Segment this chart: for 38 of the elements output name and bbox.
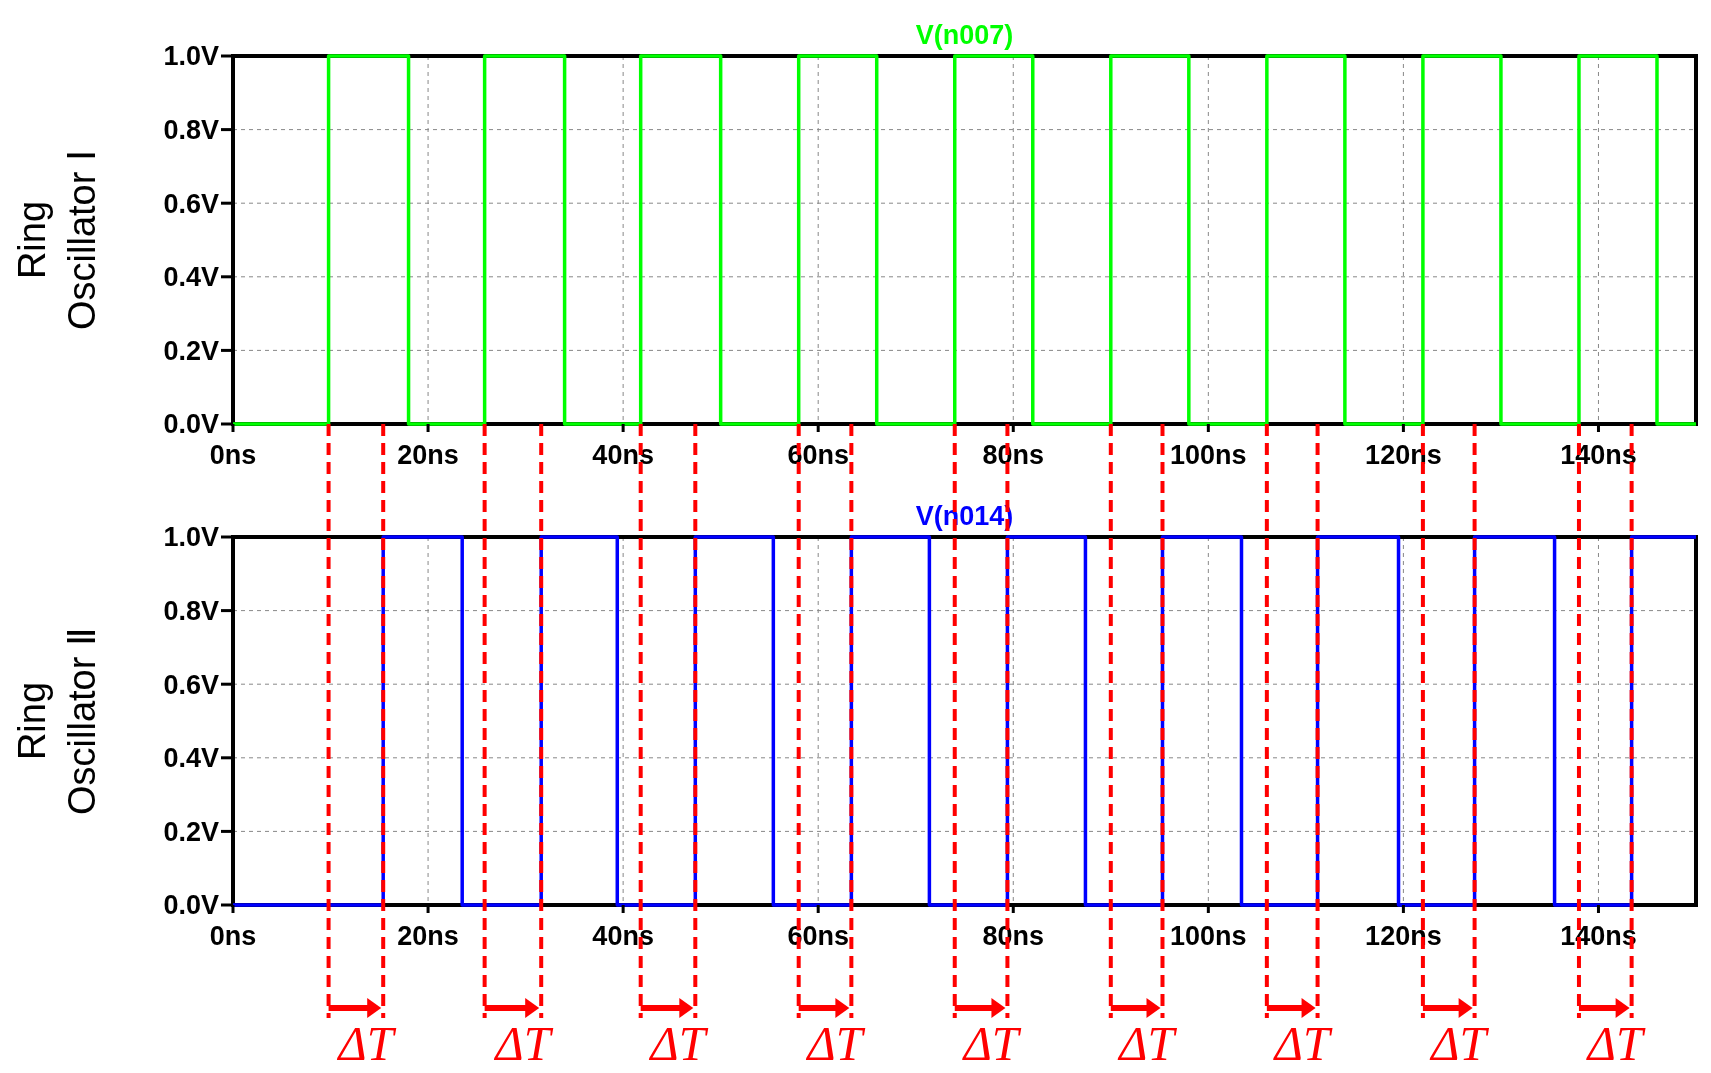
- y-tick-label: 1.0V: [163, 41, 219, 72]
- text: ΔT: [1117, 1017, 1178, 1070]
- y-tick-label: 0.8V: [163, 596, 219, 627]
- x-tick-label: 80ns: [982, 440, 1045, 470]
- x-tick-label: 40ns: [592, 921, 654, 951]
- x-tick-label: 0ns: [209, 921, 257, 951]
- x-tick-label: 100ns: [1170, 440, 1247, 470]
- y-tick-label: 0.8V: [163, 115, 219, 146]
- y-axis-title: Ring Oscillator Ⅰ: [11, 150, 103, 330]
- x-tick-label: 0ns: [209, 440, 257, 470]
- x-tick-label: 120ns: [1365, 921, 1442, 951]
- x-tick-label: 140ns: [1560, 440, 1637, 470]
- text: ΔT: [961, 1017, 1022, 1070]
- text: ΔT: [805, 1017, 866, 1070]
- x-tick-label: 20ns: [397, 440, 459, 470]
- text: ΔT: [648, 1017, 709, 1070]
- text: ΔT: [493, 1017, 554, 1070]
- x-tick-label: 40ns: [592, 440, 654, 470]
- x-tick-label: 140ns: [1560, 921, 1637, 951]
- y-tick-label: 0.0V: [163, 409, 219, 440]
- y-tick-label: 0.4V: [163, 262, 219, 293]
- y-tick-label: 0.2V: [163, 816, 219, 847]
- x-tick-label: 100ns: [1170, 921, 1247, 951]
- text: ΔT: [1429, 1017, 1490, 1070]
- x-tick-label: 20ns: [397, 921, 459, 951]
- text: ΔT: [336, 1017, 397, 1070]
- x-tick-label: 60ns: [787, 440, 849, 470]
- y-tick-label: 0.6V: [163, 188, 219, 219]
- y-tick-label: 0.6V: [163, 669, 219, 700]
- series-label: V(n007): [915, 20, 1014, 50]
- y-tick-label: 0.2V: [163, 335, 219, 366]
- y-tick-label: 0.4V: [163, 743, 219, 774]
- text: ΔT: [1272, 1017, 1333, 1070]
- text: ΔT: [1585, 1017, 1647, 1070]
- x-tick-label: 120ns: [1365, 440, 1442, 470]
- y-tick-label: 1.0V: [163, 522, 219, 553]
- y-axis-title: Ring Oscillator Ⅱ: [11, 627, 103, 815]
- y-tick-label: 0.0V: [163, 890, 219, 921]
